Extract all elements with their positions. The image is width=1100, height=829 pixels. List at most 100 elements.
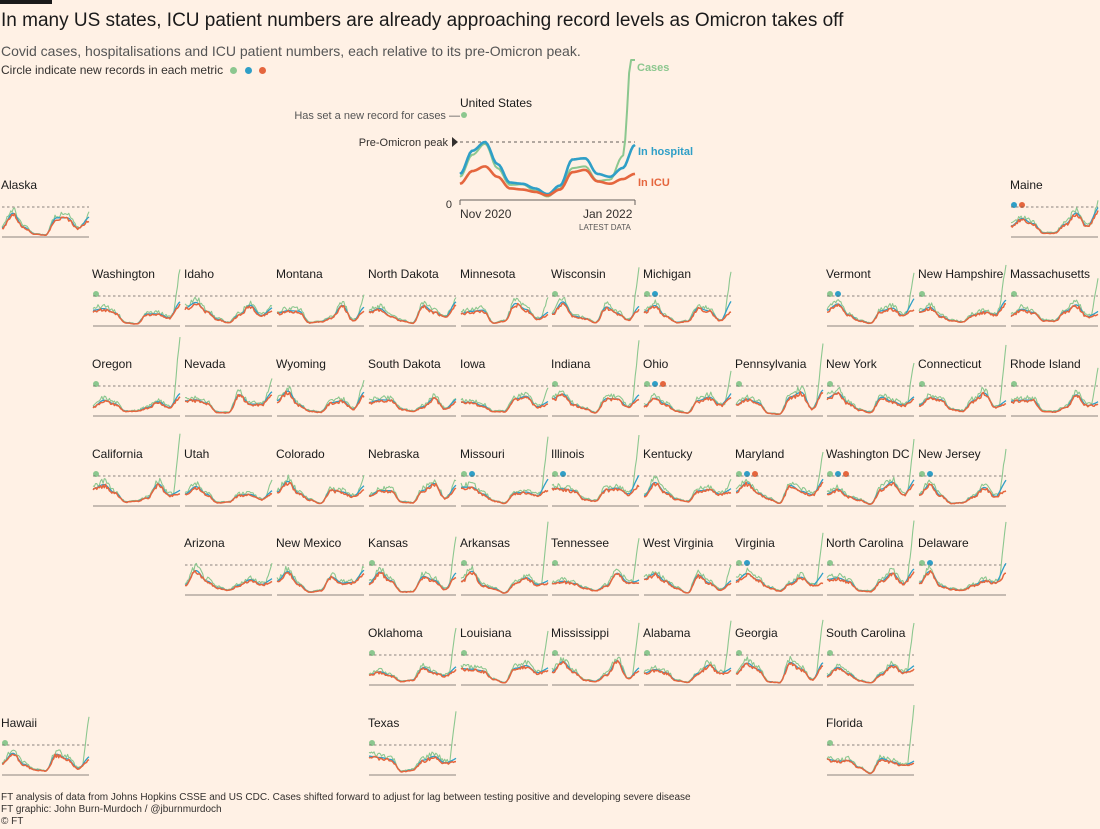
record-dot-cases	[827, 381, 833, 387]
sparkline-icu	[918, 483, 1007, 505]
us-main-chart: United States Has set a new record for c…	[294, 59, 693, 232]
us-zero-label: 0	[446, 199, 452, 211]
state-name: New York	[826, 357, 877, 371]
state-name: Washington DC	[826, 447, 910, 461]
record-dots	[93, 464, 101, 477]
sparkline-hospital	[276, 569, 365, 593]
record-dots	[736, 464, 760, 477]
record-dots	[461, 553, 469, 566]
legend-note-text: Circle indicate new records in each metr…	[1, 63, 224, 77]
sparkline-cases	[826, 520, 915, 592]
ft-brand-bar	[0, 0, 52, 4]
sparkline-cases	[184, 296, 273, 323]
record-dots	[369, 643, 377, 656]
state-sparkline	[643, 620, 732, 686]
record-dots	[2, 733, 10, 746]
state-name: Montana	[276, 267, 323, 281]
state-panel-maine: Maine	[1010, 178, 1099, 264]
sparkline-icu	[276, 304, 365, 324]
state-name: Vermont	[826, 267, 871, 281]
record-dot-cases	[919, 560, 925, 566]
sparkline-cases	[184, 378, 273, 413]
record-dots	[552, 643, 560, 656]
record-dots	[736, 643, 744, 656]
state-name: Georgia	[735, 626, 778, 640]
state-name: Colorado	[276, 447, 325, 461]
sparkline-icu	[918, 303, 1006, 323]
state-panel-wyoming: Wyoming	[276, 357, 365, 443]
sparkline-cases	[735, 619, 824, 683]
legend-dot-icu	[259, 67, 267, 75]
state-name: Wisconsin	[551, 267, 606, 281]
state-panel-indiana: Indiana	[551, 340, 640, 443]
record-dots	[644, 643, 652, 656]
sparkline-cases	[460, 387, 549, 412]
state-sparkline	[735, 343, 824, 417]
record-dot-cases	[919, 291, 925, 297]
state-panel-iowa: Iowa	[460, 357, 549, 443]
state-name: Connecticut	[918, 357, 982, 371]
record-dot-cases	[93, 291, 99, 297]
sparkline-cases	[551, 622, 640, 682]
sparkline-hospital	[93, 301, 181, 325]
sparkline-cases	[460, 630, 549, 683]
state-panel-south-dakota: South Dakota	[368, 357, 457, 443]
record-dots	[827, 374, 835, 387]
sparkline-icu	[276, 571, 365, 594]
sparkline-cases	[551, 267, 640, 323]
sparkline-icu	[735, 390, 824, 415]
chart-subtitle: Covid cases, hospitalisations and ICU pa…	[1, 43, 581, 59]
state-panel-pennsylvania: Pennsylvania	[735, 343, 824, 443]
state-panel-oklahoma: Oklahoma	[368, 626, 457, 712]
state-sparkline	[918, 264, 1007, 327]
sparkline-cases	[551, 435, 640, 502]
sparkline-icu	[460, 302, 549, 324]
record-dot-cases	[461, 560, 467, 566]
sparkline-icu	[92, 483, 181, 504]
state-panel-alabama: Alabama	[643, 620, 732, 712]
state-name: Illinois	[551, 447, 585, 461]
state-sparkline	[276, 379, 365, 417]
state-panel-rhode-island: Rhode Island	[1010, 357, 1099, 443]
sparkline-cases	[919, 344, 1007, 412]
sparkline-icu	[918, 569, 1007, 592]
state-panel-nevada: Nevada	[184, 357, 273, 443]
sparkline-cases	[92, 433, 181, 503]
us-peak-note: Pre-Omicron peak	[359, 137, 449, 149]
record-dots	[827, 643, 835, 656]
state-name: Nebraska	[368, 447, 420, 461]
chart-title: In many US states, ICU patient numbers a…	[1, 10, 844, 31]
record-dots	[369, 553, 377, 566]
state-panel-kansas: Kansas	[368, 536, 457, 622]
state-sparkline	[276, 474, 365, 507]
state-sparkline	[92, 337, 181, 417]
record-dot-hospital	[744, 471, 750, 477]
sparkline-hospital	[368, 482, 457, 504]
state-sparkline	[1, 206, 90, 238]
state-panel-virginia: Virginia	[735, 532, 824, 622]
state-name: Nevada	[184, 357, 226, 371]
state-panel-arizona: Arizona	[184, 536, 273, 622]
sparkline-icu	[368, 304, 457, 325]
state-panel-kentucky: Kentucky	[643, 447, 732, 533]
record-dot-cases	[827, 471, 833, 477]
record-dot-cases	[736, 471, 742, 477]
record-dots	[369, 733, 377, 746]
record-dots	[827, 284, 843, 297]
sparkline-cases	[1010, 278, 1099, 322]
state-name: Mississippi	[551, 626, 610, 640]
record-dots	[1011, 284, 1019, 297]
state-panel-california: California	[92, 433, 181, 533]
record-dot-cases	[552, 381, 558, 387]
state-panel-south-carolina: South Carolina	[826, 622, 915, 712]
sparkline-cases	[460, 436, 549, 504]
state-sparkline	[368, 475, 457, 507]
sparkline-icu	[643, 664, 732, 684]
record-dots	[919, 553, 935, 566]
sparkline-icu	[643, 482, 732, 503]
record-dot-cases	[461, 650, 467, 656]
state-sparkline	[735, 451, 824, 507]
us-peak-arrow	[452, 137, 458, 147]
record-dot-cases	[552, 560, 558, 566]
sparkline-icu	[551, 484, 640, 503]
